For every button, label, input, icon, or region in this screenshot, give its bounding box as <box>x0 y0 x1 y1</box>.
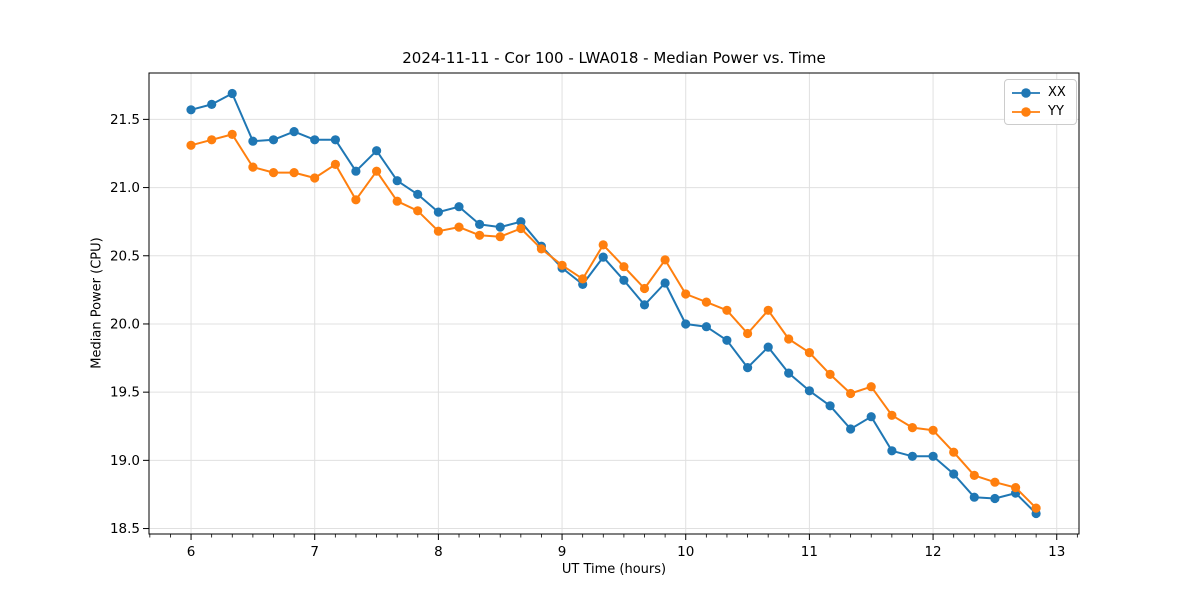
svg-text:10: 10 <box>677 544 694 560</box>
y-axis-ticks <box>143 118 149 530</box>
svg-text:12: 12 <box>924 544 941 560</box>
svg-text:9: 9 <box>558 544 567 560</box>
svg-text:8: 8 <box>434 544 443 560</box>
y-tick-labels: 18.5 19.0 19.5 20.0 20.5 21.0 21.5 <box>110 112 140 537</box>
svg-text:19.0: 19.0 <box>110 453 140 469</box>
x-tick-labels: 6 7 8 9 10 11 12 13 <box>187 544 1066 560</box>
x-axis-ticks <box>149 534 1078 540</box>
svg-text:13: 13 <box>1048 544 1065 560</box>
svg-text:7: 7 <box>310 544 319 560</box>
x-axis-label: UT Time (hours) <box>561 562 667 577</box>
axes-spines <box>148 72 1080 535</box>
legend-label-yy: YY <box>1048 103 1064 119</box>
series-yy <box>186 129 1041 513</box>
svg-text:20.0: 20.0 <box>110 316 140 332</box>
legend-line-marker-icon <box>1012 87 1040 98</box>
y-axis-label: Median Power (CPU) <box>89 237 105 369</box>
legend-label-xx: XX <box>1048 84 1066 100</box>
grid <box>149 73 1079 534</box>
svg-text:21.0: 21.0 <box>110 180 140 196</box>
svg-text:20.5: 20.5 <box>110 248 140 264</box>
svg-text:11: 11 <box>801 544 818 560</box>
svg-text:18.5: 18.5 <box>110 521 140 537</box>
legend-line-marker-icon <box>1012 106 1040 117</box>
legend: XX YY <box>1004 79 1077 125</box>
legend-item-yy: YY <box>1011 103 1076 121</box>
svg-text:6: 6 <box>187 544 196 560</box>
svg-text:21.5: 21.5 <box>110 112 140 128</box>
legend-item-xx: XX <box>1011 84 1076 102</box>
svg-text:19.5: 19.5 <box>110 385 140 401</box>
chart-title: 2024-11-11 - Cor 100 - LWA018 - Median P… <box>402 49 826 67</box>
